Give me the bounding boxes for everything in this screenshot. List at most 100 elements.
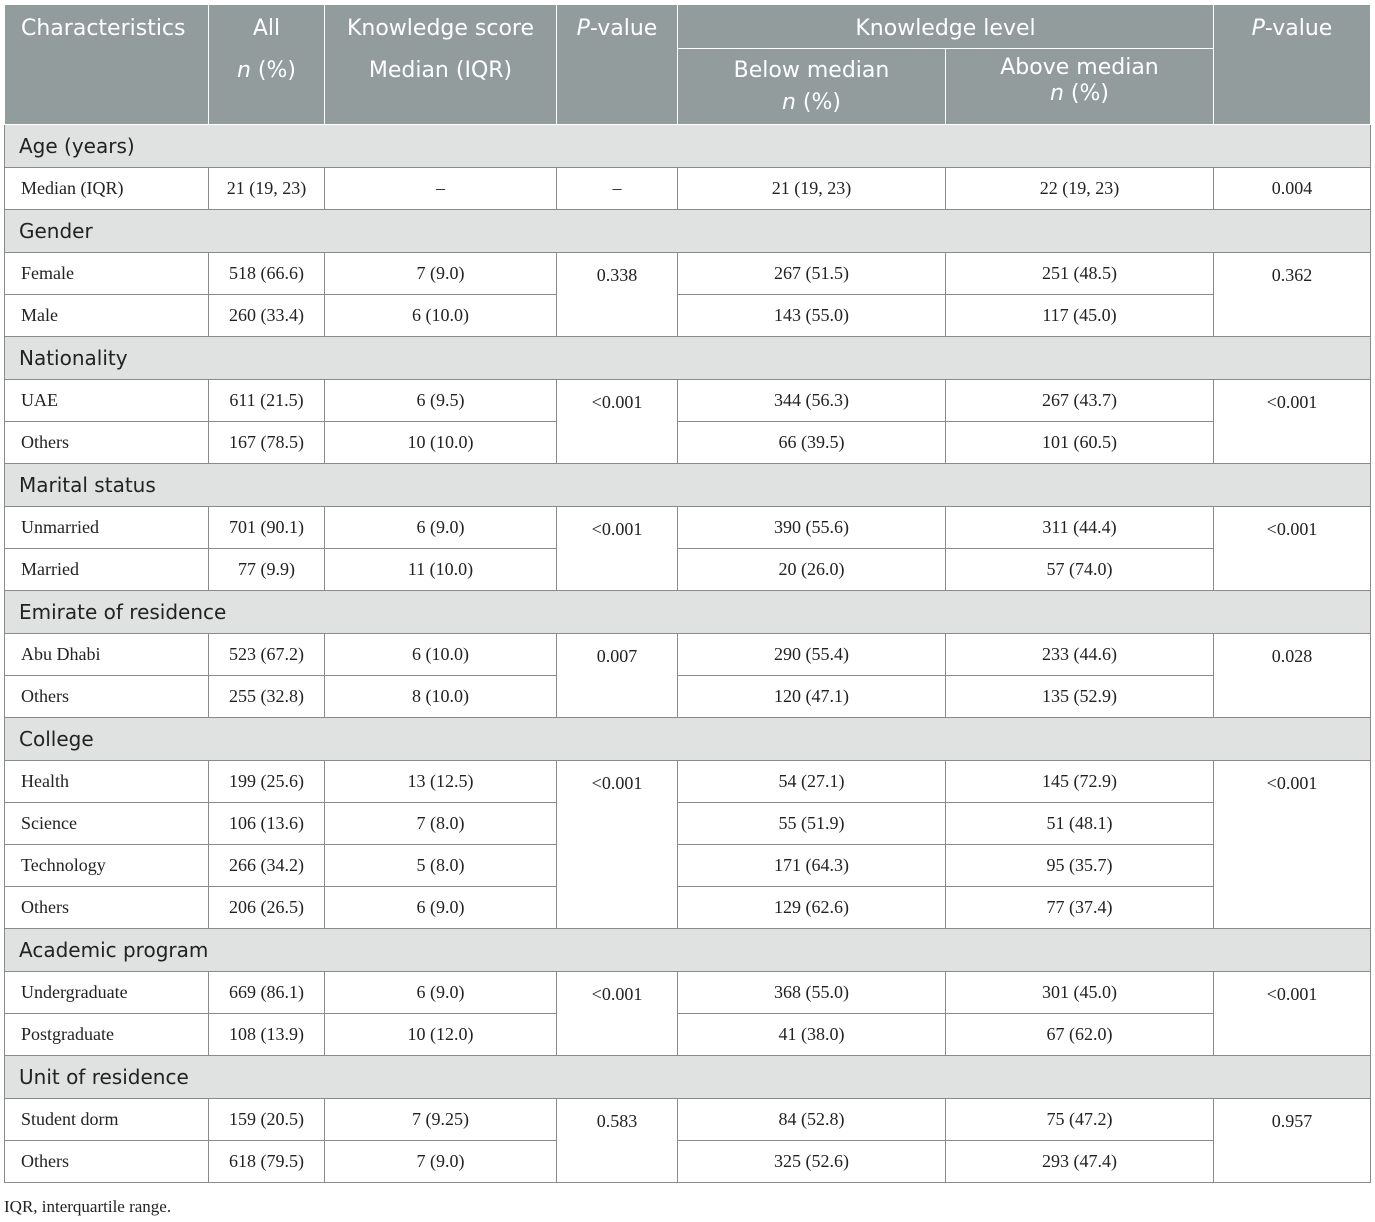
table-container: Characteristics All n (%) Knowledge scor… — [4, 4, 1371, 1183]
group-title: Marital status — [4, 463, 1371, 507]
table-row: Male 260 (33.4) 6 (10.0) 143 (55.0) 117 (45.… — [4, 294, 1371, 337]
group-header-row: Gender — [4, 209, 1371, 253]
cell-all: 266 (34.2) — [208, 844, 325, 887]
cell-all: 167 (78.5) — [208, 421, 325, 464]
group-header-row: Nationality — [4, 336, 1371, 380]
cell-below-median: 120 (47.1) — [677, 675, 946, 718]
header-above-median: Above median n (%) — [945, 48, 1214, 125]
cell-knowledge-score: 7 (9.0) — [324, 1140, 557, 1183]
cell-below-median: 368 (55.0) — [677, 971, 946, 1014]
cell-p-value-score: <0.001 — [556, 506, 678, 591]
group-header-row: Age (years) — [4, 124, 1371, 168]
table-row: Health 199 (25.6) 13 (12.5) <0.001 54 (27.1)… — [4, 760, 1371, 929]
group-title: Academic program — [4, 928, 1371, 972]
data-table: Characteristics All n (%) Knowledge scor… — [4, 4, 1371, 1183]
table-row: Others 206 (26.5) 6 (9.0) 129 (62.6) 77 (37.… — [4, 886, 1371, 929]
cell-p-value-score: <0.001 — [556, 971, 678, 1056]
cell-p-value-level: 0.362 — [1213, 252, 1371, 337]
cell-all: 108 (13.9) — [208, 1013, 325, 1056]
row-label: Postgraduate — [4, 1013, 209, 1056]
cell-all: 611 (21.5) — [208, 379, 325, 422]
row-label: Abu Dhabi — [4, 633, 209, 676]
row-label: Student dorm — [4, 1098, 209, 1141]
cell-knowledge-score: 10 (10.0) — [324, 421, 557, 464]
cell-all: 77 (9.9) — [208, 548, 325, 591]
table-row: Technology 266 (34.2) 5 (8.0) 171 (64.3) 95 … — [4, 844, 1371, 887]
cell-above-median: 267 (43.7) — [945, 379, 1214, 422]
cell-knowledge-score: – — [324, 167, 557, 210]
cell-p-value-level: <0.001 — [1213, 760, 1371, 929]
table-header: Characteristics All n (%) Knowledge scor… — [4, 4, 1371, 125]
table-row: Postgraduate 108 (13.9) 10 (12.0) 41 (38.0)… — [4, 1013, 1371, 1056]
cell-p-value-score: <0.001 — [556, 760, 678, 929]
header-knowledge-level: Knowledge level — [677, 4, 1214, 49]
cell-above-median: 233 (44.6) — [945, 633, 1214, 676]
table-row: Abu Dhabi 523 (67.2) 6 (10.0) 0.007 290 (55.… — [4, 633, 1371, 718]
header-all: All n (%) — [208, 4, 325, 125]
row-label: Undergraduate — [4, 971, 209, 1014]
cell-p-value-level: 0.004 — [1213, 167, 1371, 210]
cell-p-value-level: 0.028 — [1213, 633, 1371, 718]
header-below-median: Below median n (%) — [677, 48, 946, 125]
group-header-row: College — [4, 717, 1371, 761]
row-label: Others — [4, 886, 209, 929]
header-p-value-score: P-value — [556, 4, 678, 125]
header-all-unit: n (%) — [236, 58, 297, 83]
cell-all: 523 (67.2) — [208, 633, 325, 676]
cell-knowledge-score: 8 (10.0) — [324, 675, 557, 718]
cell-all: 199 (25.6) — [208, 760, 325, 803]
cell-all: 518 (66.6) — [208, 252, 325, 295]
cell-all: 159 (20.5) — [208, 1098, 325, 1141]
cell-knowledge-score: 7 (9.0) — [324, 252, 557, 295]
cell-knowledge-score: 6 (9.0) — [324, 886, 557, 929]
group-title: Gender — [4, 209, 1371, 253]
cell-above-median: 101 (60.5) — [945, 421, 1214, 464]
cell-above-median: 67 (62.0) — [945, 1013, 1214, 1056]
cell-above-median: 95 (35.7) — [945, 844, 1214, 887]
row-label: Science — [4, 802, 209, 845]
cell-knowledge-score: 5 (8.0) — [324, 844, 557, 887]
cell-knowledge-score: 13 (12.5) — [324, 760, 557, 803]
row-label: Male — [4, 294, 209, 337]
row-label: Others — [4, 1140, 209, 1183]
cell-above-median: 145 (72.9) — [945, 760, 1214, 803]
cell-knowledge-score: 7 (8.0) — [324, 802, 557, 845]
cell-above-median: 117 (45.0) — [945, 294, 1214, 337]
cell-all: 260 (33.4) — [208, 294, 325, 337]
group-title: Unit of residence — [4, 1055, 1371, 1099]
cell-above-median: 311 (44.4) — [945, 506, 1214, 549]
cell-above-median: 301 (45.0) — [945, 971, 1214, 1014]
cell-p-value-score: 0.583 — [556, 1098, 678, 1183]
cell-below-median: 66 (39.5) — [677, 421, 946, 464]
cell-all: 701 (90.1) — [208, 506, 325, 549]
cell-knowledge-score: 6 (9.0) — [324, 506, 557, 549]
cell-below-median: 344 (56.3) — [677, 379, 946, 422]
cell-p-value-level: <0.001 — [1213, 971, 1371, 1056]
group-header-row: Marital status — [4, 463, 1371, 507]
cell-p-value-level: <0.001 — [1213, 506, 1371, 591]
cell-below-median: 55 (51.9) — [677, 802, 946, 845]
cell-above-median: 75 (47.2) — [945, 1098, 1214, 1141]
header-all-title: All — [252, 16, 281, 41]
cell-knowledge-score: 7 (9.25) — [324, 1098, 557, 1141]
row-label: Technology — [4, 844, 209, 887]
cell-knowledge-score: 10 (12.0) — [324, 1013, 557, 1056]
group-title: Emirate of residence — [4, 590, 1371, 634]
table-body: Age (years) Median (IQR) 21 (19, 23) – –21 (… — [4, 124, 1371, 1183]
group-title: College — [4, 717, 1371, 761]
table-row: UAE 611 (21.5) 6 (9.5) <0.001 344 (56.3) 267 … — [4, 379, 1371, 464]
cell-p-value-level: 0.957 — [1213, 1098, 1371, 1183]
cell-p-value-score: 0.007 — [556, 633, 678, 718]
row-label: Unmarried — [4, 506, 209, 549]
header-knowledge-score: Knowledge score Median (IQR) — [324, 4, 557, 125]
group-header-row: Unit of residence — [4, 1055, 1371, 1099]
cell-above-median: 251 (48.5) — [945, 252, 1214, 295]
cell-below-median: 390 (55.6) — [677, 506, 946, 549]
table-row: Undergraduate 669 (86.1) 6 (9.0) <0.001 368 … — [4, 971, 1371, 1056]
cell-all: 106 (13.6) — [208, 802, 325, 845]
cell-p-value-level: <0.001 — [1213, 379, 1371, 464]
cell-above-median: 51 (48.1) — [945, 802, 1214, 845]
table-row: Others 167 (78.5) 10 (10.0) 66 (39.5) 101 (6… — [4, 421, 1371, 464]
cell-below-median: 290 (55.4) — [677, 633, 946, 676]
table-row: Unmarried 701 (90.1) 6 (9.0) <0.001 390 (55.… — [4, 506, 1371, 591]
